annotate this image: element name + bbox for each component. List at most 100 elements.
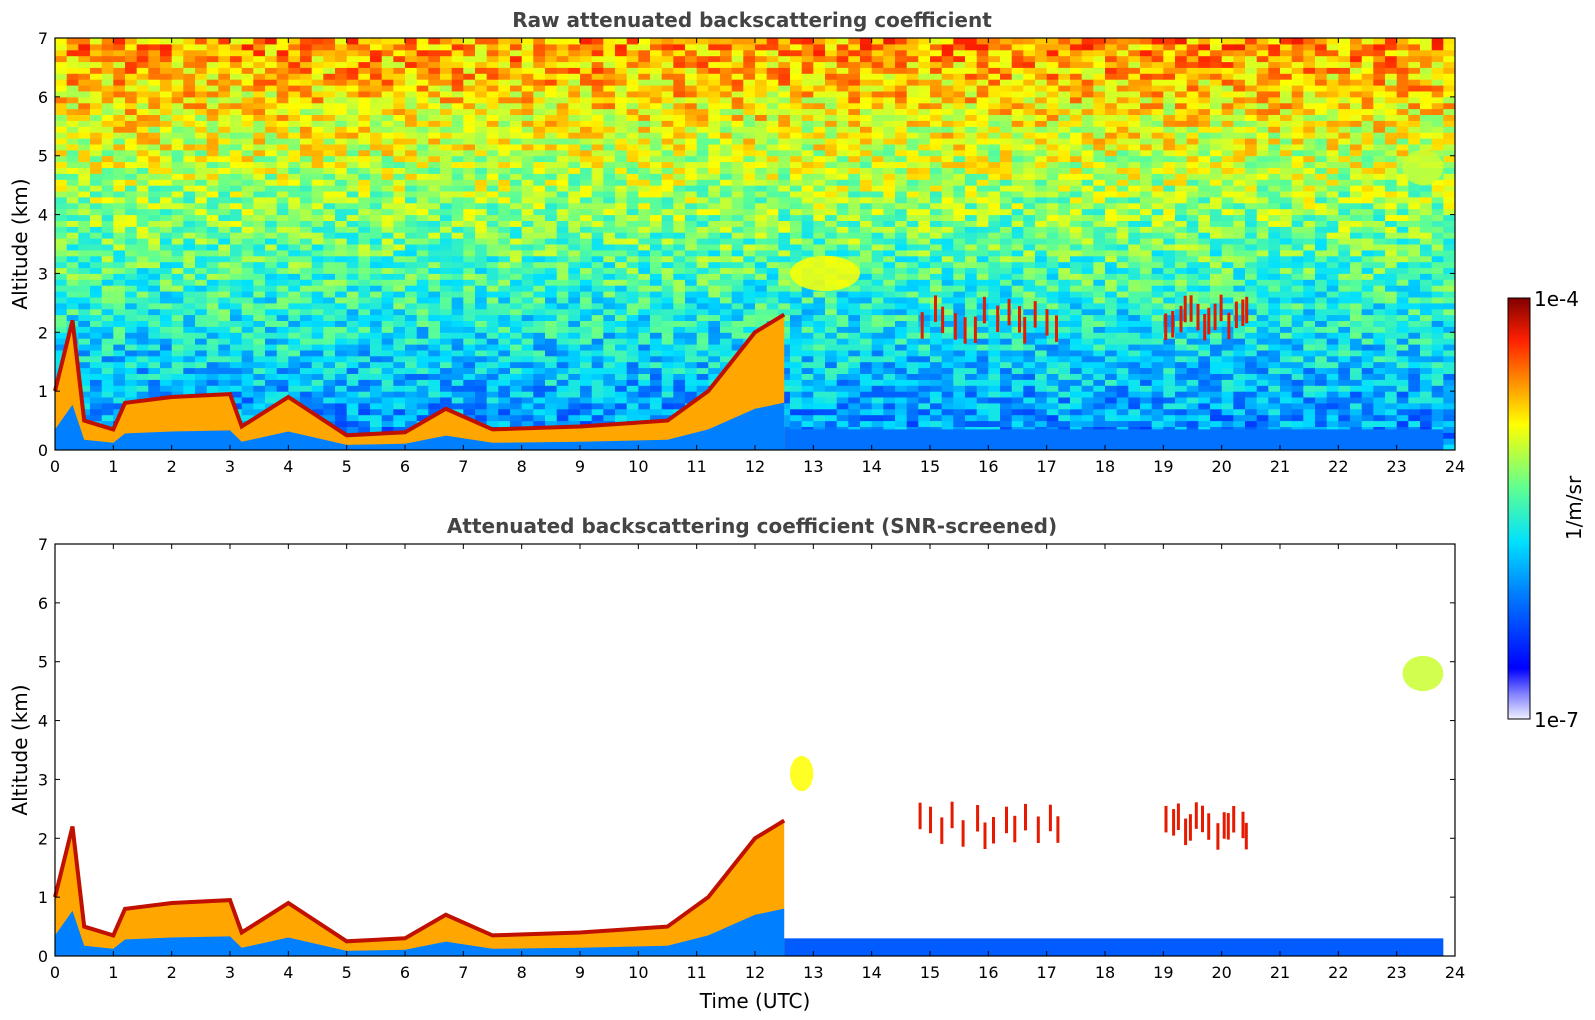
noise-cell	[1420, 385, 1433, 392]
noise-cell	[1431, 355, 1444, 363]
noise-cell	[1291, 349, 1304, 357]
noise-cell	[55, 297, 68, 304]
noise-cell	[661, 326, 674, 333]
noise-cell	[90, 202, 103, 210]
noise-cell	[906, 255, 919, 263]
noise-cell	[825, 332, 838, 339]
noise-cell	[860, 314, 873, 321]
noise-cell	[661, 214, 674, 221]
noise-cell	[1350, 408, 1363, 416]
noise-cell	[370, 261, 383, 269]
noise-cell	[113, 402, 126, 410]
noise-cell	[393, 214, 406, 221]
noise-cell	[1431, 279, 1444, 286]
noise-cell	[1431, 397, 1444, 404]
noise-cell	[510, 279, 523, 286]
noise-cell	[113, 232, 126, 239]
noise-cell	[253, 255, 266, 263]
noise-cell	[381, 426, 394, 433]
noise-cell	[288, 349, 301, 357]
noise-cell	[953, 402, 966, 410]
noise-cell	[661, 391, 674, 398]
noise-cell	[101, 261, 114, 269]
noise-cell	[533, 320, 546, 327]
noise-cell	[253, 344, 266, 351]
noise-cell	[1408, 320, 1421, 327]
noise-cell	[1210, 267, 1223, 274]
noise-cell	[381, 391, 394, 398]
noise-cell	[965, 332, 978, 339]
noise-cell	[813, 208, 826, 216]
noise-cell	[90, 326, 103, 333]
noise-cell	[1280, 220, 1293, 227]
noise-cell	[521, 279, 534, 286]
noise-cell	[1210, 332, 1223, 339]
noise-cell	[1000, 208, 1013, 216]
noise-cell	[300, 361, 313, 369]
noise-cell	[335, 344, 348, 351]
noise-cell	[1081, 297, 1094, 304]
noise-cell	[1163, 285, 1176, 292]
noise-cell	[883, 291, 896, 298]
noise-cell	[1233, 379, 1246, 386]
noise-cell	[381, 373, 394, 380]
noise-cell	[930, 220, 943, 227]
noise-cell	[475, 302, 488, 310]
noise-cell	[113, 214, 126, 221]
noise-cell	[906, 320, 919, 327]
noise-cell	[1420, 402, 1433, 410]
noise-cell	[556, 238, 569, 245]
noise-cell	[615, 214, 628, 221]
noise-cell	[918, 385, 931, 392]
noise-cell	[568, 261, 581, 269]
noise-cell	[533, 238, 546, 245]
noise-cell	[1280, 408, 1293, 416]
noise-cell	[1151, 397, 1164, 404]
noise-cell	[1408, 249, 1421, 257]
noise-cell	[265, 208, 278, 216]
noise-cell	[148, 314, 161, 321]
noise-cell	[66, 261, 79, 269]
noise-cell	[78, 279, 91, 286]
noise-cell	[1186, 214, 1199, 221]
noise-cell	[183, 208, 196, 216]
noise-cell	[276, 244, 289, 251]
noise-cell	[1245, 291, 1258, 298]
noise-cell	[615, 220, 628, 227]
noise-cell	[1338, 414, 1351, 422]
noise-cell	[1175, 397, 1188, 404]
noise-cell	[906, 338, 919, 345]
noise-cell	[1256, 314, 1269, 321]
noise-cell	[1420, 361, 1433, 369]
noise-cell	[486, 385, 499, 392]
noise-cell	[626, 238, 639, 245]
noise-cell	[591, 249, 604, 257]
noise-cell	[265, 349, 278, 357]
noise-cell	[1420, 355, 1433, 363]
noise-cell	[475, 261, 488, 269]
noise-cell	[1385, 338, 1398, 345]
noise-cell	[685, 367, 698, 374]
noise-cell	[895, 279, 908, 286]
noise-cell	[78, 349, 91, 357]
noise-cell	[673, 302, 686, 310]
noise-cell	[568, 391, 581, 398]
noise-cell	[463, 402, 476, 410]
noise-cell	[1116, 367, 1129, 374]
noise-cell	[510, 261, 523, 269]
noise-cell	[568, 214, 581, 221]
noise-cell	[510, 355, 523, 363]
noise-cell	[895, 255, 908, 263]
noise-cell	[1116, 308, 1129, 316]
noise-cell	[148, 391, 161, 398]
noise-cell	[860, 244, 873, 251]
noise-cell	[171, 244, 184, 251]
noise-cell	[755, 291, 768, 298]
noise-cell	[1385, 355, 1398, 363]
noise-cell	[1361, 232, 1374, 239]
noise-cell	[556, 232, 569, 239]
noise-cell	[1128, 279, 1141, 286]
noise-cell	[1256, 326, 1269, 333]
noise-cell	[778, 361, 791, 369]
noise-cell	[941, 367, 954, 374]
